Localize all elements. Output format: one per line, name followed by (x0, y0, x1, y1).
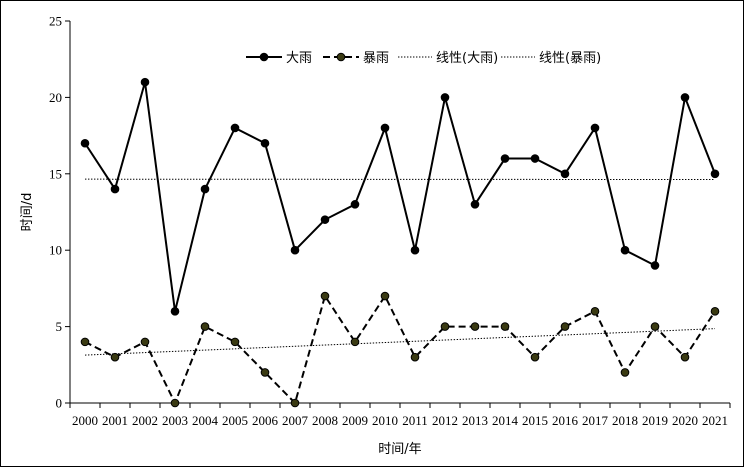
x-tick-label: 2009 (342, 413, 368, 428)
x-axis-title: 时间/年 (378, 442, 421, 457)
series-line-rainstorm (84, 293, 716, 406)
point-heavy-rain (110, 184, 120, 194)
point-heavy-rain (500, 154, 510, 163)
x-tick-label: 2020 (672, 413, 698, 428)
legend-marker (336, 52, 346, 62)
point-rainstorm (110, 352, 120, 362)
point-rainstorm (680, 352, 690, 362)
y-axis-title: 时间/d (20, 193, 35, 232)
point-heavy-rain (260, 138, 270, 148)
trendline-rainstorm (84, 328, 716, 356)
x-tick-label: 2019 (642, 413, 668, 428)
y-tick-label: 25 (49, 14, 62, 29)
x-tick-label: 2004 (192, 413, 219, 428)
x-tick-label: 2010 (372, 413, 398, 428)
point-rainstorm (80, 337, 90, 347)
point-rainstorm (290, 398, 300, 408)
y-tick-label: 5 (56, 319, 63, 334)
legend-label: 线性(大雨) (436, 51, 498, 66)
legend-marker (259, 52, 269, 62)
x-tick-label: 2005 (222, 413, 248, 428)
x-tick-label: 2012 (432, 413, 458, 428)
point-heavy-rain (470, 200, 480, 209)
x-tick-label: 2008 (312, 413, 338, 428)
point-heavy-rain (440, 93, 450, 102)
point-heavy-rain (230, 123, 240, 133)
legend-item-trend-rainstorm: 线性(暴雨) (501, 51, 601, 66)
point-rainstorm (710, 307, 720, 316)
y-ticks: 0 5 10 15 20 25 (49, 14, 70, 411)
x-tick-label: 2021 (702, 413, 728, 428)
point-rainstorm (500, 322, 510, 331)
trendlines (84, 178, 716, 356)
point-rainstorm (620, 368, 630, 377)
y-tick-label: 20 (49, 90, 62, 105)
point-rainstorm (590, 307, 600, 316)
point-rainstorm (200, 322, 210, 331)
point-heavy-rain (620, 245, 630, 255)
point-heavy-rain (530, 154, 540, 163)
point-rainstorm (260, 368, 270, 377)
point-heavy-rain (590, 123, 600, 133)
x-tick-label: 2007 (282, 413, 309, 428)
point-rainstorm (350, 337, 360, 347)
x-tick-label: 2000 (72, 413, 98, 428)
y-tick-label: 0 (56, 396, 63, 411)
point-rainstorm (530, 352, 540, 362)
y-tick-label: 10 (49, 243, 62, 258)
point-heavy-rain (140, 77, 150, 87)
series (80, 77, 720, 408)
x-tick-label: 2018 (612, 413, 638, 428)
x-tick-label: 2003 (162, 413, 188, 428)
legend-label: 暴雨 (363, 51, 389, 66)
point-rainstorm (380, 291, 390, 301)
series-line-heavy-rain (84, 81, 716, 312)
point-rainstorm (170, 398, 180, 408)
point-heavy-rain (710, 169, 720, 179)
point-rainstorm (560, 322, 570, 331)
x-tick-label: 2017 (582, 413, 609, 428)
x-tick-label: 2001 (102, 413, 128, 428)
x-tick-label: 2016 (552, 413, 579, 428)
point-rainstorm (650, 322, 660, 331)
point-heavy-rain (560, 169, 570, 179)
x-ticks: 2000 2001 2002 2003 2004 2005 2006 2007 2008 2009… (69, 403, 731, 428)
point-heavy-rain (200, 184, 210, 194)
x-tick-label: 2002 (132, 413, 158, 428)
legend: 大雨 暴雨 线性(大雨) 线性(暴雨) (246, 51, 601, 66)
point-rainstorm (230, 337, 240, 347)
point-heavy-rain (80, 138, 90, 148)
legend-label: 线性(暴雨) (539, 51, 601, 66)
point-heavy-rain (320, 215, 330, 224)
point-heavy-rain (170, 307, 180, 316)
point-rainstorm (410, 352, 420, 362)
point-rainstorm (140, 337, 150, 347)
point-rainstorm (440, 322, 450, 331)
legend-item-heavy-rain: 大雨 (246, 51, 312, 66)
legend-item-trend-heavy-rain: 线性(大雨) (398, 51, 498, 66)
x-tick-label: 2013 (462, 413, 488, 428)
legend-label: 大雨 (286, 51, 312, 66)
x-tick-label: 2006 (252, 413, 279, 428)
point-heavy-rain (650, 261, 660, 270)
point-heavy-rain (410, 245, 420, 255)
x-tick-label: 2015 (522, 413, 548, 428)
point-rainstorm (320, 291, 330, 301)
y-tick-label: 15 (49, 166, 62, 181)
axes (69, 21, 730, 404)
point-rainstorm (470, 322, 480, 331)
x-tick-label: 2011 (402, 413, 428, 428)
x-tick-label: 2014 (492, 413, 519, 428)
point-heavy-rain (680, 93, 690, 102)
point-heavy-rain (350, 200, 360, 209)
legend-item-rainstorm: 暴雨 (323, 51, 389, 66)
point-heavy-rain (380, 123, 390, 133)
point-heavy-rain (290, 245, 300, 255)
